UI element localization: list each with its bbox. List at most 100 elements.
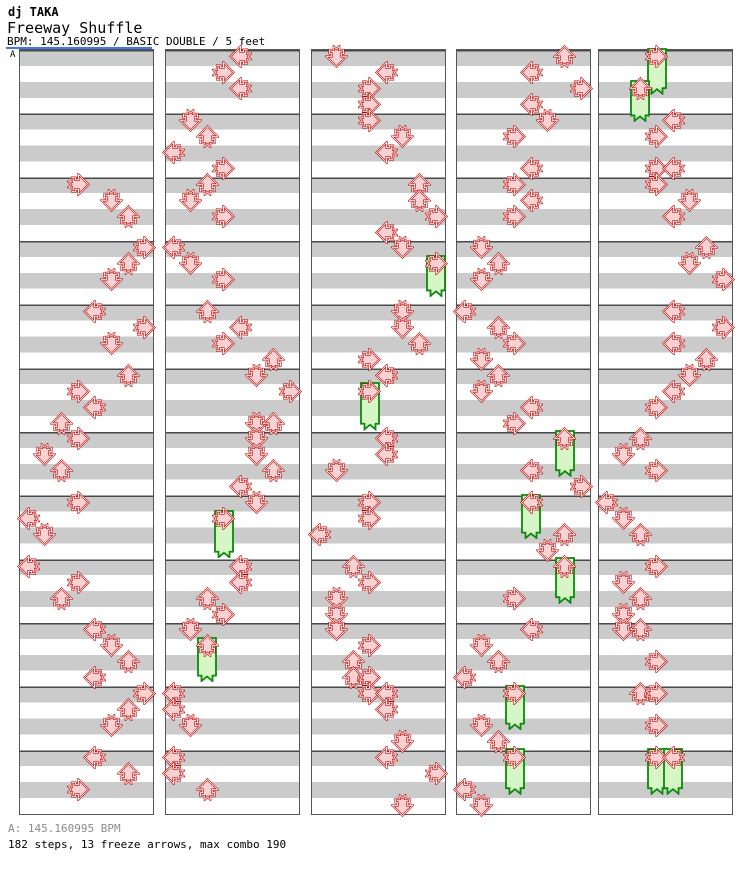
arrow-up-icon bbox=[195, 586, 219, 610]
arrow-right-icon bbox=[212, 331, 236, 355]
arrow-left-icon bbox=[228, 475, 252, 499]
arrow-down-icon bbox=[33, 443, 57, 467]
arrow-down-icon bbox=[99, 188, 123, 212]
arrow-left-icon bbox=[374, 682, 398, 706]
arrow-left-icon bbox=[595, 491, 619, 515]
arrow-up-icon bbox=[628, 618, 652, 642]
arrow-down-icon bbox=[324, 618, 348, 642]
arrow-down-icon bbox=[99, 331, 123, 355]
arrow-left-icon bbox=[16, 507, 40, 531]
arrow-up-icon bbox=[262, 347, 286, 371]
arrow-left-icon bbox=[453, 300, 477, 324]
arrow-left-icon bbox=[374, 363, 398, 387]
bpm-difficulty-line: BPM: 145.160995 / BASIC DOUBLE / 5 feet bbox=[7, 35, 266, 48]
arrow-left-icon bbox=[519, 459, 543, 483]
arrow-up-icon bbox=[408, 188, 432, 212]
arrow-up-icon bbox=[553, 45, 577, 69]
footer-bpm: A: 145.160995 BPM bbox=[8, 822, 121, 835]
arrow-right-icon bbox=[358, 666, 382, 690]
arrow-down-icon bbox=[178, 713, 202, 737]
arrow-left-icon bbox=[308, 522, 332, 546]
arrow-right-icon bbox=[66, 379, 90, 403]
arrow-down-icon bbox=[469, 713, 493, 737]
arrow-right-icon bbox=[424, 204, 448, 228]
arrow-left-icon bbox=[661, 109, 685, 133]
arrow-right-icon bbox=[358, 507, 382, 531]
arrow-right-icon bbox=[424, 252, 448, 276]
arrow-up-icon bbox=[628, 522, 652, 546]
arrow-down-icon bbox=[324, 45, 348, 69]
arrow-right-icon bbox=[66, 172, 90, 196]
arrow-down-icon bbox=[245, 363, 269, 387]
arrow-right-icon bbox=[358, 634, 382, 658]
arrow-up-icon bbox=[553, 427, 577, 451]
arrow-up-icon bbox=[116, 650, 140, 674]
arrow-down-icon bbox=[178, 109, 202, 133]
arrow-right-icon bbox=[358, 570, 382, 594]
arrow-right-icon bbox=[645, 745, 669, 769]
arrow-right-icon bbox=[212, 602, 236, 626]
arrow-left-icon bbox=[661, 331, 685, 355]
arrow-right-icon bbox=[503, 125, 527, 149]
arrow-up-icon bbox=[262, 411, 286, 435]
arrow-up-icon bbox=[408, 331, 432, 355]
arrow-up-icon bbox=[195, 125, 219, 149]
arrow-left-icon bbox=[374, 427, 398, 451]
arrow-down-icon bbox=[99, 268, 123, 292]
arrow-left-icon bbox=[519, 93, 543, 117]
arrow-down-icon bbox=[469, 793, 493, 817]
arrow-right-icon bbox=[358, 379, 382, 403]
arrow-up-icon bbox=[50, 411, 74, 435]
song-title: Freeway Shuffle bbox=[7, 19, 143, 37]
arrow-right-icon bbox=[424, 761, 448, 785]
arrow-left-icon bbox=[519, 395, 543, 419]
arrow-down-icon bbox=[611, 618, 635, 642]
arrow-up-icon bbox=[341, 666, 365, 690]
arrow-left-icon bbox=[661, 745, 685, 769]
arrow-right-icon bbox=[645, 682, 669, 706]
arrow-down-icon bbox=[324, 459, 348, 483]
arrow-down-icon bbox=[611, 507, 635, 531]
arrow-right-icon bbox=[711, 268, 735, 292]
arrow-right-icon bbox=[212, 507, 236, 531]
arrow-down-icon bbox=[391, 236, 415, 260]
arrow-right-icon bbox=[358, 682, 382, 706]
arrow-left-icon bbox=[661, 300, 685, 324]
arrow-right-icon bbox=[503, 682, 527, 706]
arrow-down-icon bbox=[469, 347, 493, 371]
arrow-up-icon bbox=[553, 522, 577, 546]
arrow-left-icon bbox=[519, 188, 543, 212]
arrow-left-icon bbox=[83, 300, 107, 324]
arrow-up-icon bbox=[195, 777, 219, 801]
arrow-down-icon bbox=[33, 522, 57, 546]
arrow-right-icon bbox=[358, 109, 382, 133]
arrow-right-icon bbox=[645, 395, 669, 419]
arrow-left-icon bbox=[162, 761, 186, 785]
arrow-down-icon bbox=[178, 618, 202, 642]
arrow-right-icon bbox=[278, 379, 302, 403]
arrow-down-icon bbox=[678, 188, 702, 212]
arrow-down-icon bbox=[99, 634, 123, 658]
arrow-down-icon bbox=[391, 300, 415, 324]
arrow-right-icon bbox=[212, 61, 236, 85]
arrow-up-icon bbox=[195, 172, 219, 196]
arrow-up-icon bbox=[695, 347, 719, 371]
arrow-left-icon bbox=[162, 698, 186, 722]
arrow-up-icon bbox=[50, 586, 74, 610]
arrow-right-icon bbox=[66, 777, 90, 801]
arrow-left-icon bbox=[228, 316, 252, 340]
arrow-right-icon bbox=[645, 172, 669, 196]
arrow-left-icon bbox=[228, 77, 252, 101]
arrow-down-icon bbox=[391, 316, 415, 340]
arrow-right-icon bbox=[569, 475, 593, 499]
arrow-right-icon bbox=[645, 125, 669, 149]
arrow-left-icon bbox=[374, 61, 398, 85]
arrow-down-icon bbox=[469, 634, 493, 658]
arrow-right-icon bbox=[645, 459, 669, 483]
arrow-up-icon bbox=[628, 427, 652, 451]
arrow-up-icon bbox=[628, 586, 652, 610]
arrow-left-icon bbox=[162, 745, 186, 769]
arrow-up-icon bbox=[553, 554, 577, 578]
arrow-down-icon bbox=[245, 411, 269, 435]
